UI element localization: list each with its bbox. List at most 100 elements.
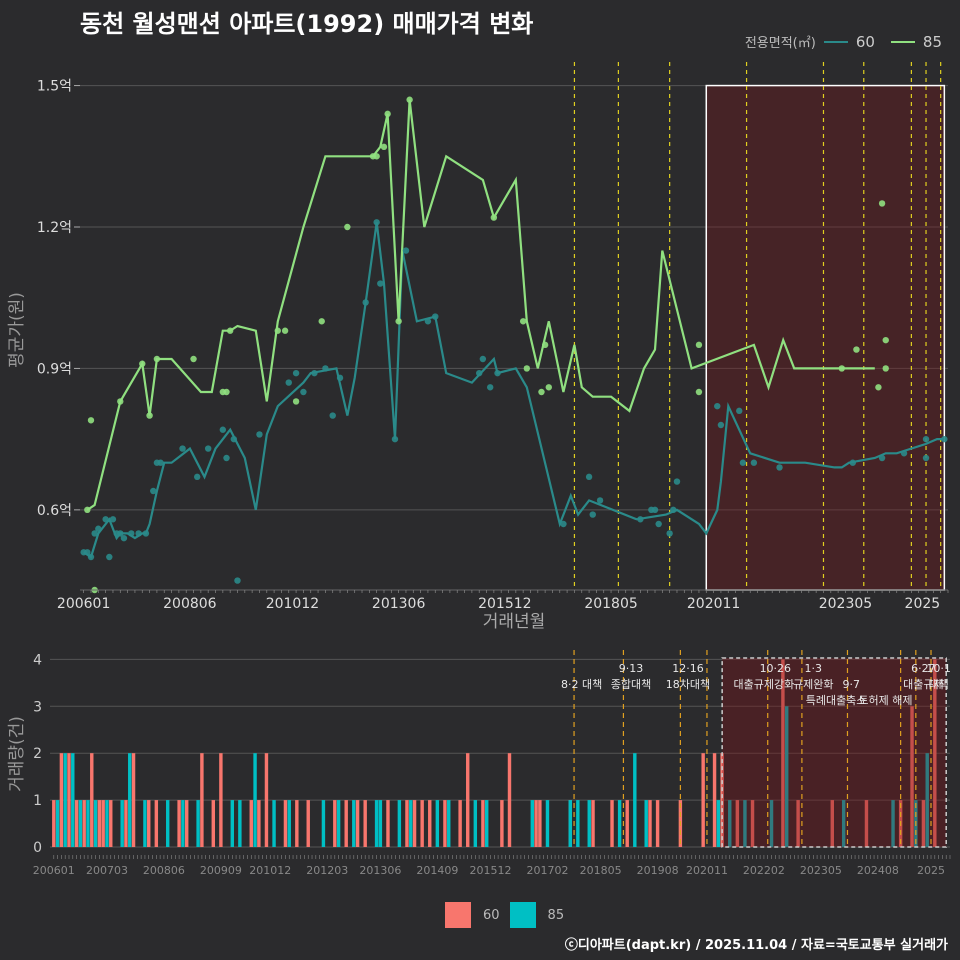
volume-bar-60 bbox=[147, 800, 151, 847]
price-point-60 bbox=[142, 530, 150, 537]
volume-xtick-label: 202305 bbox=[800, 864, 842, 877]
price-point-60 bbox=[637, 516, 644, 523]
price-point-60 bbox=[102, 516, 109, 523]
price-xtick-label: 201012 bbox=[266, 596, 319, 612]
volume-bar-60 bbox=[101, 800, 105, 847]
volume-bar-60 bbox=[124, 800, 128, 847]
volume-bar-85 bbox=[230, 800, 234, 847]
policy-annotation: 대책 bbox=[928, 678, 948, 691]
price-point-85 bbox=[226, 327, 234, 334]
price-point-60 bbox=[120, 534, 128, 542]
price-point-60 bbox=[292, 369, 300, 377]
volume-chart: 0 1 2 3 4 8·2 대책 9·13 종합대책 12·16 18차대책 10·26 대출규제강… bbox=[7, 650, 951, 877]
price-point-85 bbox=[139, 360, 146, 367]
price-point-60 bbox=[109, 516, 117, 523]
volume-bar-85 bbox=[336, 800, 341, 847]
volume-bar-60 bbox=[655, 800, 660, 847]
policy-annotation: 대출규제 bbox=[903, 678, 943, 691]
volume-bar-85 bbox=[272, 800, 276, 847]
volume-bar-60 bbox=[131, 753, 136, 847]
volume-bar-60 bbox=[185, 800, 189, 847]
area-legend: 전용면적(㎡) 60 85 bbox=[745, 32, 950, 52]
price-point-60 bbox=[87, 553, 95, 561]
price-point-60 bbox=[494, 369, 501, 377]
volume-bar-85 bbox=[617, 800, 622, 847]
price-point-60 bbox=[739, 459, 747, 466]
volume-bar-60 bbox=[750, 800, 755, 847]
policy-annotation: 8·2 대책 bbox=[561, 678, 602, 691]
price-point-60 bbox=[377, 280, 384, 287]
volume-ytick-label: 0 bbox=[33, 840, 42, 856]
price-point-60 bbox=[476, 369, 483, 377]
price-ytick-label: 1.5억 bbox=[37, 79, 72, 95]
volume-bar-85 bbox=[769, 800, 774, 847]
price-point-60 bbox=[424, 318, 432, 325]
volume-ytick-label: 2 bbox=[33, 746, 42, 762]
price-point-85 bbox=[490, 214, 498, 221]
price-point-85 bbox=[384, 110, 391, 118]
price-point-60 bbox=[560, 520, 567, 528]
price-point-60 bbox=[311, 369, 318, 377]
volume-bar-60 bbox=[177, 800, 181, 847]
volume-bar-60 bbox=[591, 800, 595, 847]
volume-bar-60 bbox=[386, 800, 390, 847]
price-point-85 bbox=[281, 327, 289, 334]
volume-bar-60 bbox=[219, 753, 223, 847]
price-point-85 bbox=[84, 506, 91, 514]
price-point-60 bbox=[391, 435, 399, 443]
price-point-85 bbox=[695, 388, 703, 396]
price-point-85 bbox=[519, 318, 527, 325]
volume-bar-85 bbox=[447, 800, 451, 847]
volume-bar-60 bbox=[283, 800, 288, 847]
price-point-85 bbox=[878, 200, 886, 207]
volume-bar-60 bbox=[67, 753, 71, 847]
volume-bar-60 bbox=[625, 800, 629, 847]
volume-bar-60 bbox=[344, 800, 348, 847]
price-xtick-label: 202011 bbox=[687, 596, 740, 612]
price-point-85 bbox=[146, 412, 153, 419]
policy-annotation: 1·3 bbox=[805, 662, 823, 675]
volume-xtick-label: 200601 bbox=[33, 864, 75, 877]
price-ytick-label: 0.6억 bbox=[37, 503, 72, 519]
price-point-60 bbox=[256, 431, 263, 438]
price-point-60 bbox=[922, 435, 930, 443]
volume-bar-60 bbox=[405, 800, 409, 847]
volume-bar-85 bbox=[473, 800, 478, 847]
volume-xtick-label: 200703 bbox=[86, 864, 128, 877]
price-point-60 bbox=[666, 530, 673, 537]
volume-bar-60 bbox=[458, 800, 462, 847]
volume-legend-label-60: 60 bbox=[483, 907, 500, 923]
volume-bar-60 bbox=[333, 800, 337, 847]
volume-bar-60 bbox=[921, 800, 926, 847]
price-point-60 bbox=[336, 374, 344, 382]
volume-xtick-label: 202011 bbox=[686, 864, 728, 877]
price-point-60 bbox=[941, 435, 948, 443]
price-point-60 bbox=[373, 219, 380, 226]
policy-annotation: 9·13 bbox=[619, 662, 644, 675]
price-point-85 bbox=[538, 388, 545, 396]
volume-bar-60 bbox=[90, 753, 94, 847]
volume-bar-85 bbox=[925, 753, 929, 847]
policy-annotation: 대출규제강화 bbox=[734, 678, 795, 691]
price-point-60 bbox=[135, 530, 142, 537]
legend-label-60: 60 bbox=[855, 32, 875, 51]
volume-bar-85 bbox=[166, 800, 170, 847]
policy-annotation: 6·27 bbox=[911, 662, 936, 675]
volume-bar-85 bbox=[321, 800, 326, 847]
price-point-60 bbox=[589, 511, 596, 518]
volume-bar-60 bbox=[420, 800, 424, 847]
price-xtick-label: 200601 bbox=[57, 596, 110, 612]
price-point-85 bbox=[87, 417, 95, 424]
price-point-60 bbox=[285, 379, 292, 386]
volume-bar-60 bbox=[412, 800, 417, 847]
legend-label-85: 85 bbox=[922, 32, 942, 51]
volume-xtick-label: 2025 bbox=[917, 864, 945, 877]
price-point-60 bbox=[714, 402, 721, 410]
price-point-60 bbox=[128, 530, 135, 537]
price-point-60 bbox=[223, 454, 230, 462]
price-point-60 bbox=[432, 313, 439, 320]
price-point-60 bbox=[204, 445, 212, 452]
volume-bar-85 bbox=[716, 800, 721, 847]
volume-bar-85 bbox=[352, 800, 356, 847]
price-point-85 bbox=[695, 341, 703, 349]
